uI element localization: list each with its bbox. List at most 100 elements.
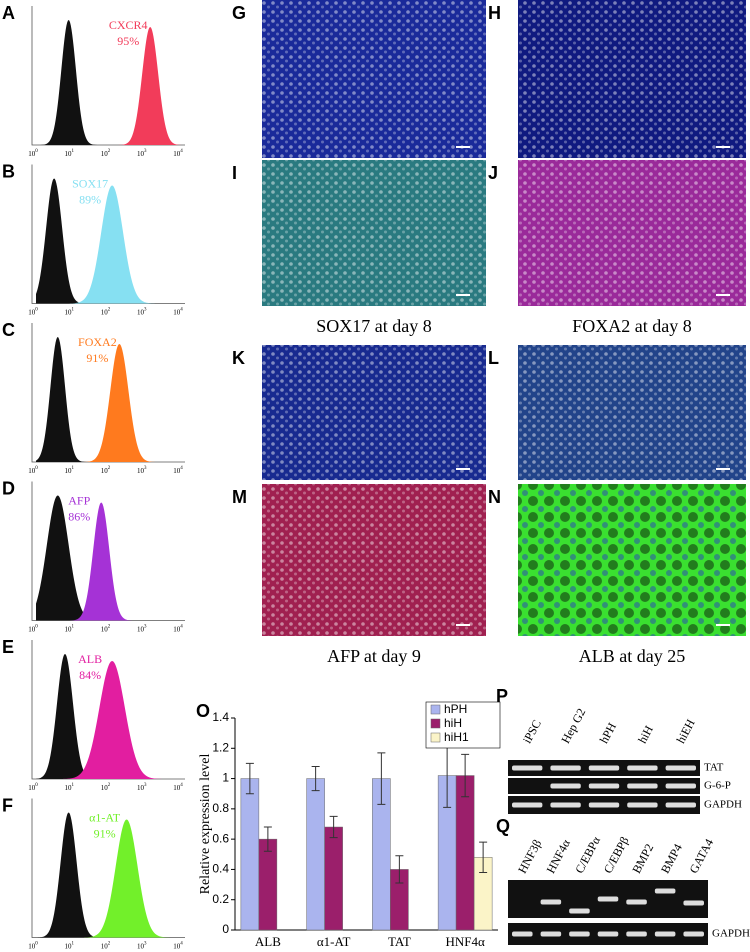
x-tick-label: 104: [173, 625, 183, 633]
marker-label: SOX17: [72, 176, 108, 190]
error-bar: [329, 815, 338, 839]
histogram-stained: [36, 819, 181, 938]
x-tick-label: 101: [65, 625, 75, 633]
x-tick-label: ALB: [255, 934, 281, 949]
band: [626, 931, 647, 937]
band: [550, 783, 581, 789]
x-tick-label: 102: [101, 625, 111, 633]
tick-exp: 1: [72, 149, 75, 154]
lane-label: BMP2: [629, 841, 656, 875]
scale-bar: [456, 146, 470, 148]
x-tick-label: 102: [101, 308, 111, 316]
tick-base: 10: [65, 150, 73, 158]
tick-base: 10: [137, 625, 145, 633]
y-tick-label: 0.8: [212, 801, 229, 815]
tick-exp: 0: [35, 625, 38, 630]
panel-letter: B: [2, 161, 15, 181]
tick-base: 10: [28, 784, 36, 792]
histogram-control: [36, 495, 181, 621]
y-tick-label: 0.6: [212, 831, 229, 845]
tick-exp: 4: [180, 308, 183, 313]
caption: SOX17 at day 8: [316, 316, 432, 336]
band: [683, 900, 704, 906]
tick-exp: 4: [180, 625, 183, 630]
percent-label: 91%: [86, 351, 108, 365]
tick-exp: 0: [35, 783, 38, 788]
band: [665, 802, 696, 808]
tick-base: 10: [65, 784, 73, 792]
tick-base: 10: [28, 150, 36, 158]
legend-label: hPH: [444, 702, 467, 716]
band: [512, 765, 543, 771]
y-tick-label: 1: [222, 771, 229, 785]
micrograph-texture: [262, 0, 486, 158]
percent-label: 84%: [79, 668, 101, 682]
bar: [455, 775, 475, 931]
x-tick-label: 102: [101, 942, 111, 950]
band: [588, 783, 620, 789]
scale-bar: [716, 624, 730, 626]
x-tick-label: 100: [28, 942, 38, 950]
band: [540, 931, 562, 937]
panel-letter: N: [488, 487, 501, 507]
caption: ALB at day 25: [579, 646, 685, 666]
x-tick-label: 103: [137, 308, 147, 316]
lane-label: GATA4: [686, 836, 716, 875]
percent-label: 86%: [68, 509, 90, 523]
lane-label: iPSC: [520, 717, 544, 745]
tick-exp: 3: [144, 783, 147, 788]
lane-label: hiEH: [674, 716, 698, 745]
tick-base: 10: [65, 308, 73, 316]
lane-label: hPH: [597, 720, 620, 746]
band: [627, 765, 658, 771]
x-tick-label: 100: [28, 308, 38, 316]
bar: [258, 838, 278, 931]
x-tick-label: 101: [65, 308, 75, 316]
band: [550, 802, 581, 808]
histogram-control: [36, 654, 181, 779]
marker-label: ALB: [78, 652, 102, 666]
x-tick-label: 100: [28, 466, 38, 474]
panel-letter: A: [2, 3, 15, 23]
x-tick-label: 100: [28, 783, 38, 791]
tick-base: 10: [137, 467, 145, 475]
scale-bar: [716, 468, 730, 470]
tick-base: 10: [137, 784, 145, 792]
tick-exp: 4: [180, 466, 183, 471]
tick-base: 10: [101, 625, 109, 633]
legend-label: hiH: [444, 716, 462, 730]
error-bar: [395, 855, 404, 884]
panel-letter: H: [488, 3, 501, 23]
tick-exp: 1: [72, 942, 75, 947]
tick-base: 10: [173, 942, 181, 950]
tick-base: 10: [137, 150, 145, 158]
band: [512, 931, 533, 937]
histogram-stained: [36, 661, 181, 779]
marker-label: CXCR4: [109, 18, 148, 32]
legend-swatch: [430, 732, 441, 743]
row-label: G-6-P: [704, 780, 731, 792]
panel-letter: L: [488, 348, 499, 368]
tick-base: 10: [137, 942, 145, 950]
y-tick-label: 1.4: [212, 710, 229, 724]
panel-letter: C: [2, 320, 15, 340]
x-tick-label: 103: [137, 625, 147, 633]
y-tick-label: 1.2: [212, 740, 229, 754]
legend-swatch: [430, 718, 441, 729]
scale-bar: [456, 624, 470, 626]
tick-base: 10: [101, 150, 109, 158]
tick-exp: 3: [144, 466, 147, 471]
y-tick-label: 0.4: [212, 862, 229, 876]
panel-letter: K: [232, 348, 245, 368]
band: [512, 802, 543, 808]
lane-label: Hep G2: [558, 706, 588, 746]
marker-label: FOXA2: [78, 335, 117, 349]
lane-label: C/EBPα: [572, 834, 603, 876]
band: [569, 931, 590, 937]
micrograph-texture: [518, 484, 746, 636]
x-tick-label: α1-AT: [317, 934, 351, 949]
micrograph-texture: [518, 0, 746, 158]
band: [654, 931, 676, 937]
